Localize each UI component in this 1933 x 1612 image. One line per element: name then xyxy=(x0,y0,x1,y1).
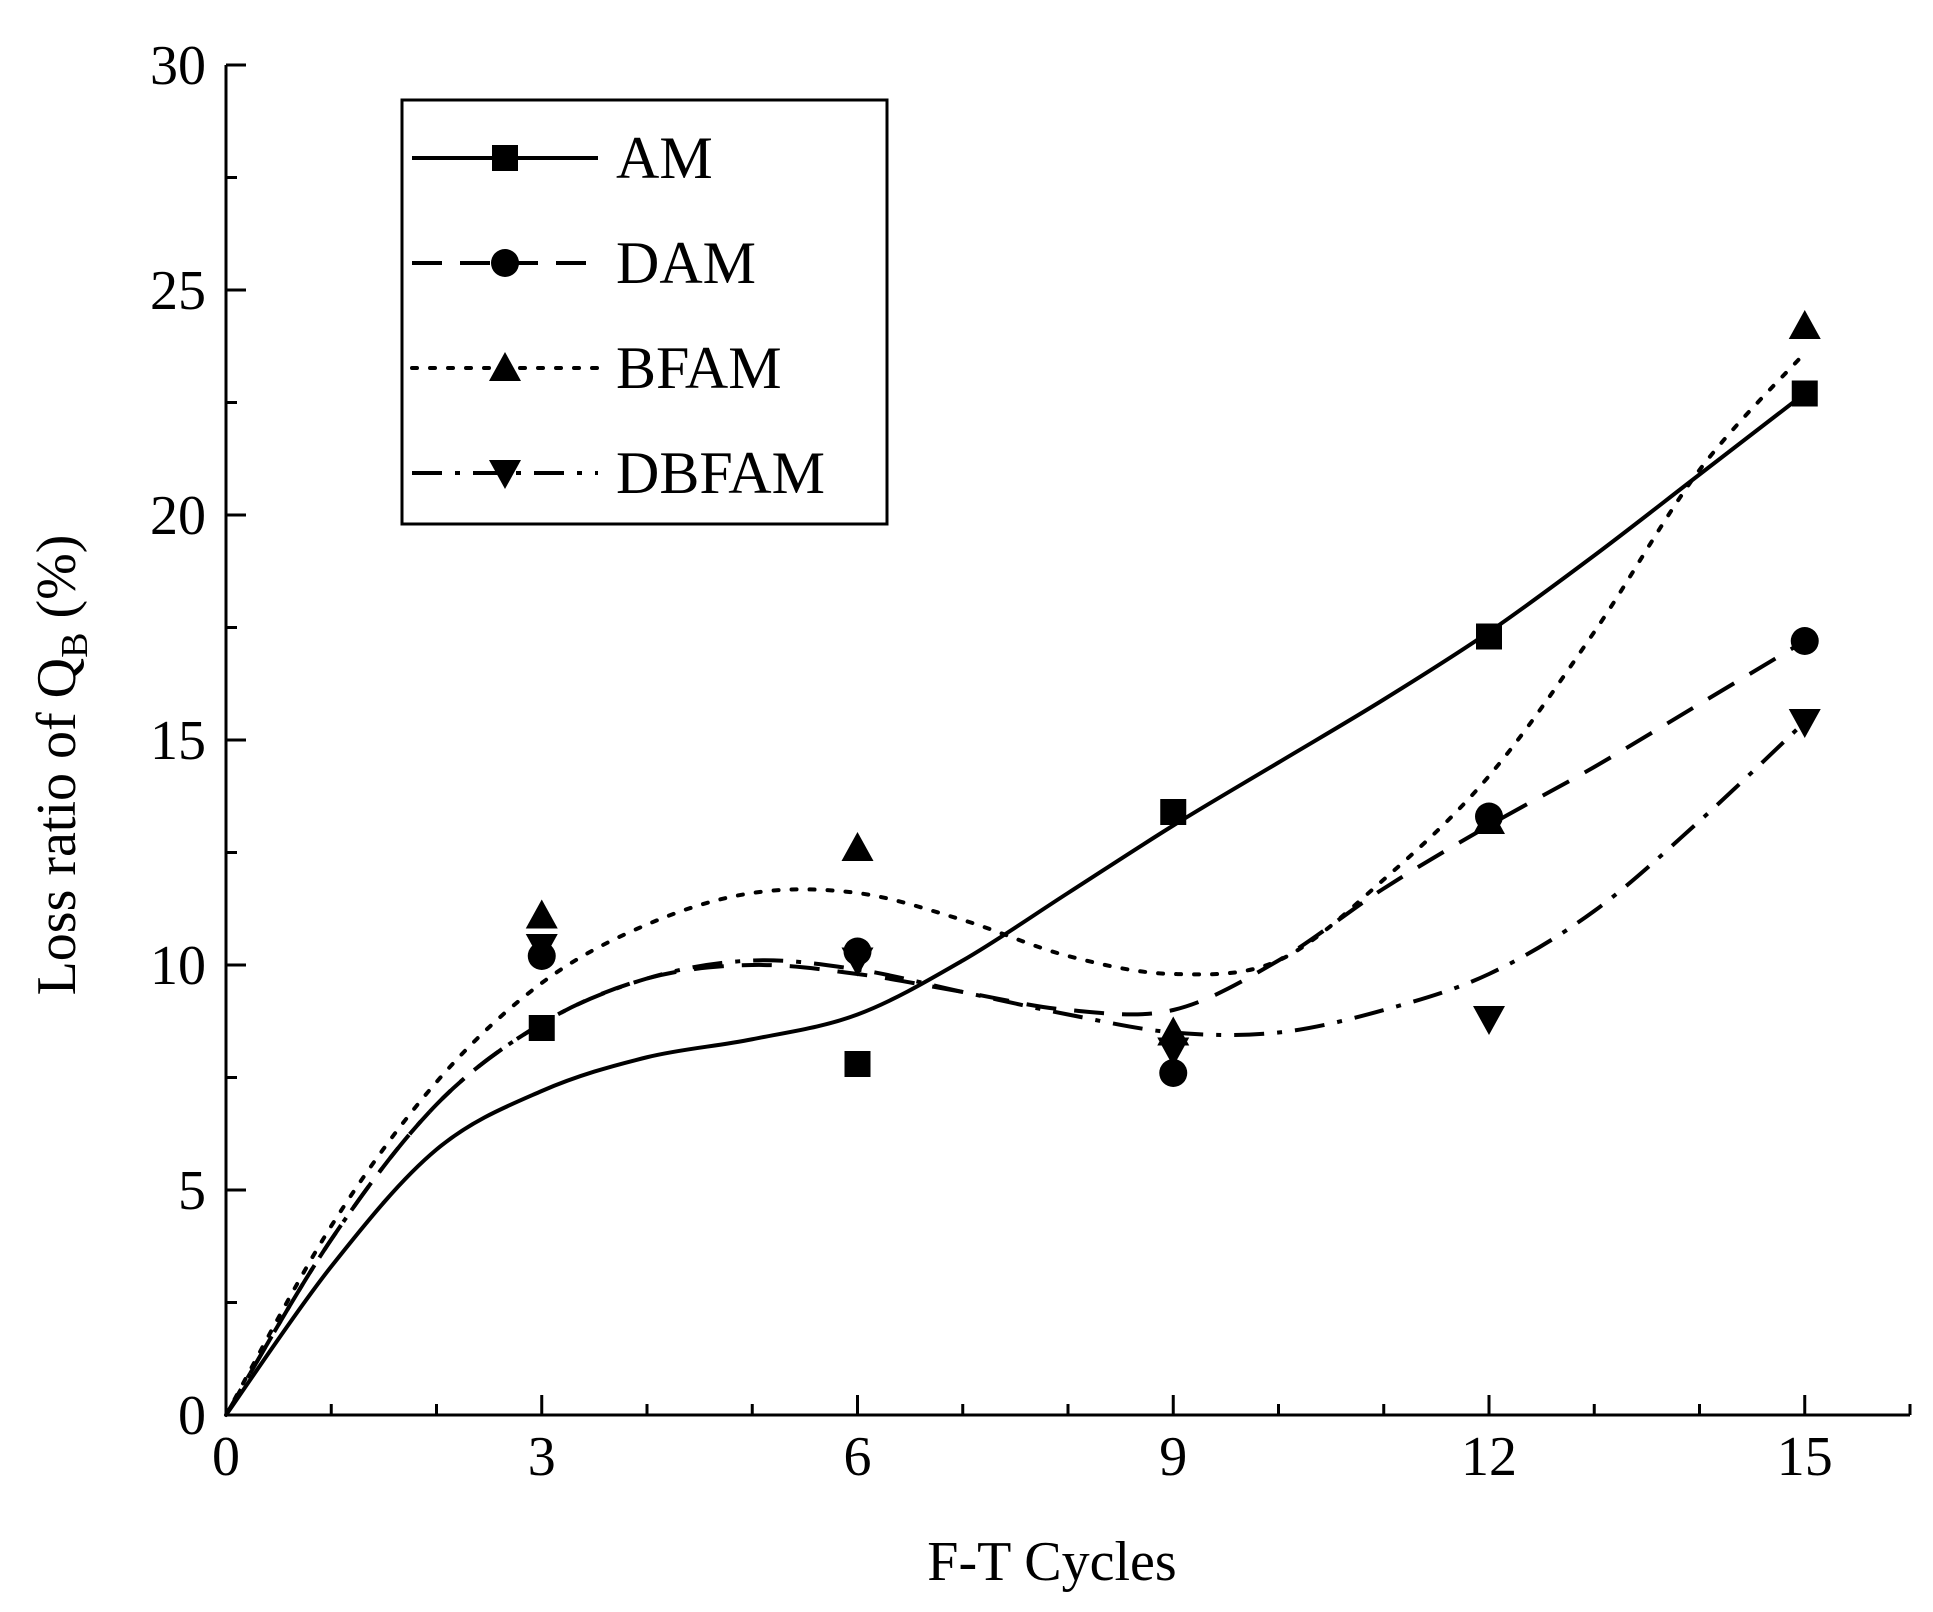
x-tick-label: 3 xyxy=(528,1426,556,1488)
series-dbfam-point xyxy=(1473,1006,1505,1035)
y-axis-label-prefix: Loss ratio of Q xyxy=(26,658,88,996)
y-tick-label: 20 xyxy=(150,485,206,547)
series-dbfam-point xyxy=(525,934,558,963)
y-axis-label-subscript: B xyxy=(54,633,96,658)
y-axis-label: Loss ratio of QB (%) xyxy=(26,535,96,996)
series-dbfam-point xyxy=(1157,1037,1190,1067)
y-tick-label: 25 xyxy=(150,260,206,322)
legend-label: AM xyxy=(616,125,713,191)
legend-item-am: AM xyxy=(412,125,713,191)
y-tick-label: 30 xyxy=(150,35,206,97)
legend-label: DBFAM xyxy=(616,440,825,506)
series-dbfam-line xyxy=(224,720,1807,1417)
series-dam xyxy=(224,627,1819,1417)
x-tick-label: 9 xyxy=(1159,1426,1187,1488)
series-am-point xyxy=(1160,799,1187,825)
legend-item-bfam: BFAM xyxy=(410,335,782,401)
series-dbfam-point xyxy=(1788,709,1821,738)
x-tick-label: 15 xyxy=(1777,1426,1833,1488)
legend-marker xyxy=(489,352,521,381)
legend-marker xyxy=(492,145,518,171)
series-layer xyxy=(224,310,1821,1417)
legend-box xyxy=(400,98,889,526)
y-tick-label: 0 xyxy=(178,1385,206,1447)
y-tick-label: 10 xyxy=(150,935,206,997)
series-am-point xyxy=(844,1051,871,1077)
legend-label: DAM xyxy=(616,230,756,296)
series-dam-point xyxy=(1790,627,1819,655)
series-dbfam xyxy=(224,709,1821,1417)
legend-marker xyxy=(491,249,519,277)
series-am xyxy=(224,380,1818,1417)
series-dbfam-point xyxy=(841,947,874,977)
series-bfam-point xyxy=(1473,805,1505,834)
legend: AM DAM BFAM DBFAM xyxy=(400,98,889,526)
series-am-line xyxy=(224,391,1806,1417)
x-tick-label: 0 xyxy=(212,1426,240,1488)
x-tick-label: 12 xyxy=(1461,1426,1517,1488)
legend-item-dbfam: DBFAM xyxy=(412,440,825,506)
x-tick-label: 6 xyxy=(844,1426,872,1488)
y-tick-label: 5 xyxy=(178,1160,206,1222)
legend-label: BFAM xyxy=(616,335,782,401)
series-bfam-point xyxy=(841,832,874,861)
axes: 0 3 6 9 12 15 0 5 10 15 20 25 30 xyxy=(150,35,1912,1488)
series-am-point xyxy=(1476,623,1502,650)
series-bfam-point xyxy=(525,899,558,929)
series-dam-point xyxy=(1159,1059,1188,1087)
series-bfam-line xyxy=(224,351,1807,1417)
series-bfam-point xyxy=(1788,310,1821,339)
series-dam-line xyxy=(224,639,1806,1417)
y-axis-label-suffix: (%) xyxy=(26,535,88,633)
x-axis-label: F-T Cycles xyxy=(927,1531,1176,1593)
series-am-point xyxy=(1791,380,1818,407)
y-tick-label: 15 xyxy=(150,710,206,772)
legend-item-dam: DAM xyxy=(412,230,756,296)
legend-marker xyxy=(489,460,521,489)
